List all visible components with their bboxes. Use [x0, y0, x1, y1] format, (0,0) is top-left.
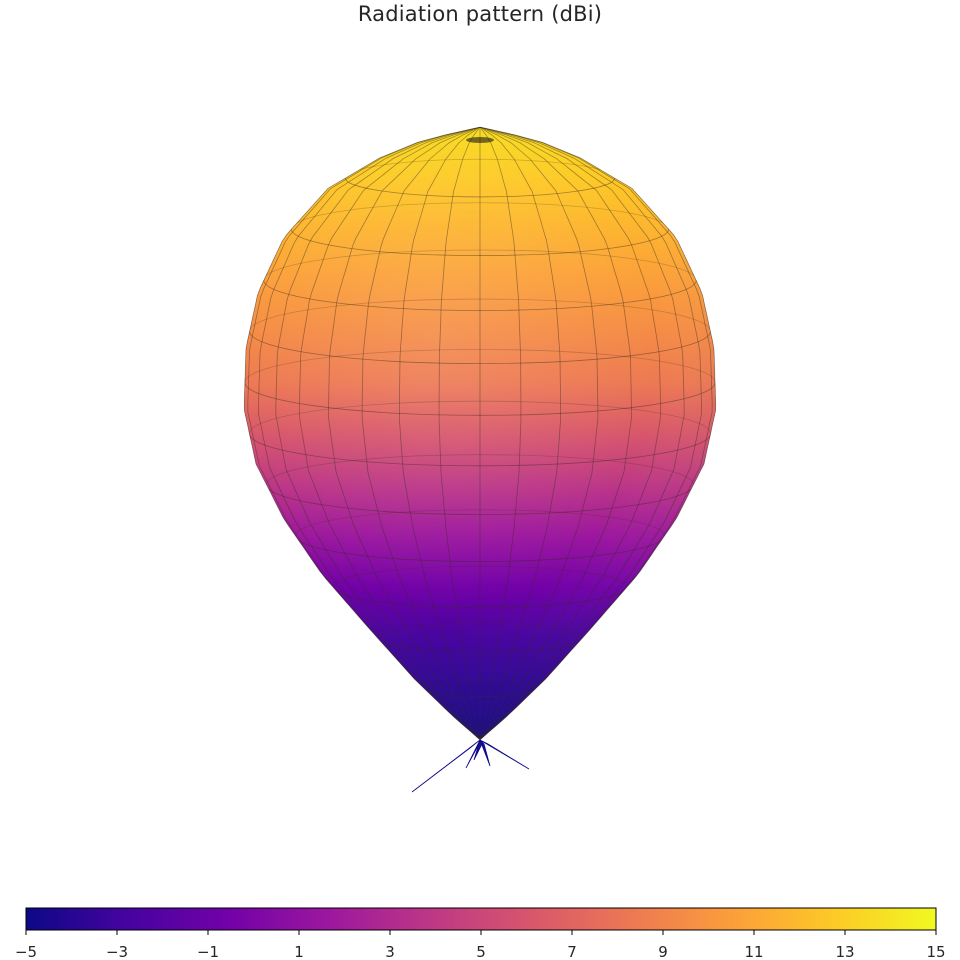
meridian-4	[479, 127, 599, 740]
parallel-front-1	[344, 178, 616, 198]
parallel-front-10	[376, 637, 584, 653]
main-lobe-shading	[244, 127, 716, 740]
parallel-front-9	[332, 586, 628, 608]
colorbar-tick-label-2: −3	[106, 943, 128, 960]
parallel-back-6	[248, 400, 712, 434]
colorbar-tick-label-4: 1	[294, 943, 304, 960]
back-lobe-2	[465, 739, 481, 769]
parallel-back-3	[263, 249, 697, 281]
colorbar-tick-label-7: 7	[567, 943, 577, 960]
parallel-back-1	[344, 158, 616, 179]
meridian-35	[399, 127, 481, 740]
chart-title: Radiation pattern (dBi)	[357, 2, 603, 26]
colorbar-tick-label-6: 5	[476, 943, 486, 960]
parallel-back-11	[424, 680, 536, 690]
parallel-back-4	[249, 298, 711, 332]
wireframe	[244, 127, 716, 740]
parallel-front-11	[424, 688, 536, 698]
meridian-7	[479, 127, 685, 740]
meridian-5	[479, 127, 633, 740]
meridian-10	[479, 127, 716, 740]
meridian-3	[479, 127, 561, 740]
parallel-front-2	[290, 229, 670, 256]
meridian-29	[247, 127, 481, 740]
parallel-back-10	[376, 623, 584, 638]
back-lobe-1	[411, 739, 481, 793]
colorbar-tick-label-8: 9	[658, 943, 668, 960]
colorbar-tick-label-1: −5	[15, 943, 37, 960]
colorbar: −5 −3 −1 1 3 5 7 9 11 13 15	[15, 907, 946, 960]
back-lobe-4	[479, 739, 530, 770]
meridian-34	[361, 127, 481, 740]
meridian-8	[479, 127, 703, 740]
parallel-back-8	[294, 509, 666, 536]
parallel-back-7	[265, 454, 695, 485]
parallel-back-2	[290, 202, 670, 230]
meridian-32	[298, 127, 481, 740]
colorbar-tick-label-9: 11	[744, 943, 763, 960]
parallel-front-7	[265, 484, 695, 515]
meridian-28	[244, 127, 481, 740]
parallel-front-5	[244, 382, 716, 416]
meridian-31	[275, 127, 481, 740]
back-lobe-3	[479, 739, 491, 767]
parallel-front-3	[263, 280, 697, 311]
parallel-front-6	[248, 433, 712, 467]
meridian-33	[327, 127, 481, 740]
parallel-front-4	[249, 331, 711, 364]
colorbar-tick-label-3: −1	[197, 943, 219, 960]
parallel-back-9	[332, 565, 628, 587]
colorbar-tick-label-5: 3	[385, 943, 395, 960]
colorbar-bar	[25, 907, 937, 931]
meridian-6	[479, 127, 662, 740]
meridian-30	[257, 127, 481, 740]
colorbar-tick-label-10: 13	[835, 943, 854, 960]
surface	[243, 126, 717, 793]
back-lobe-5	[473, 738, 483, 761]
colorbar-tick-label-11: 15	[926, 943, 945, 960]
parallel-front-8	[294, 535, 666, 562]
top-pole	[466, 137, 494, 143]
meridian-9	[479, 127, 713, 740]
parallel-back-5	[244, 349, 716, 383]
meridian-2	[479, 127, 522, 740]
meridian-36	[438, 127, 481, 740]
